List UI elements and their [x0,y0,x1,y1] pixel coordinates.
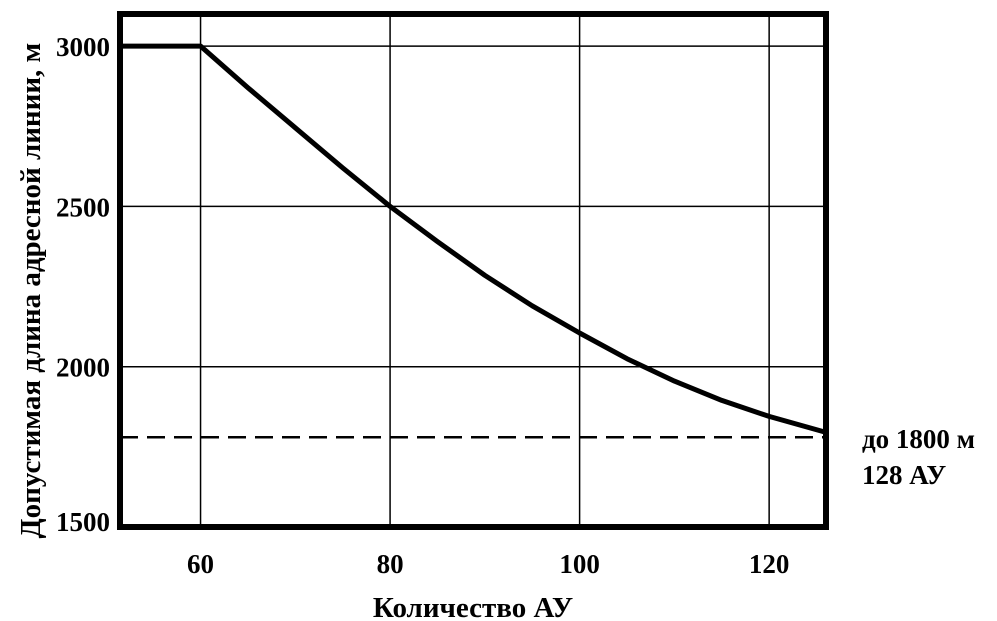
series-layer [120,43,827,435]
y-tick-label: 3000 [56,32,110,62]
x-tick-label: 60 [187,549,214,579]
series-line [120,43,827,435]
y-tick-label: 2000 [56,353,110,383]
y-tick-label: 2500 [56,192,110,222]
y-axis-title: Допустимая длина адресной линии, м [15,43,47,539]
annotation-max-devices: 128 АУ [862,460,946,490]
y-tick-label: 1500 [56,507,110,537]
x-tick-label: 80 [377,549,404,579]
plot-frame [117,11,829,530]
x-tick-label: 100 [559,549,600,579]
y-tick-labels: 1500 2000 2500 3000 [56,32,110,537]
annotation-max-length: до 1800 м [862,424,975,454]
x-tick-label: 120 [749,549,790,579]
x-axis-title: Количество АУ [373,592,573,621]
grid-lines [120,14,826,528]
x-tick-labels: 60 80 100 120 [187,549,789,579]
